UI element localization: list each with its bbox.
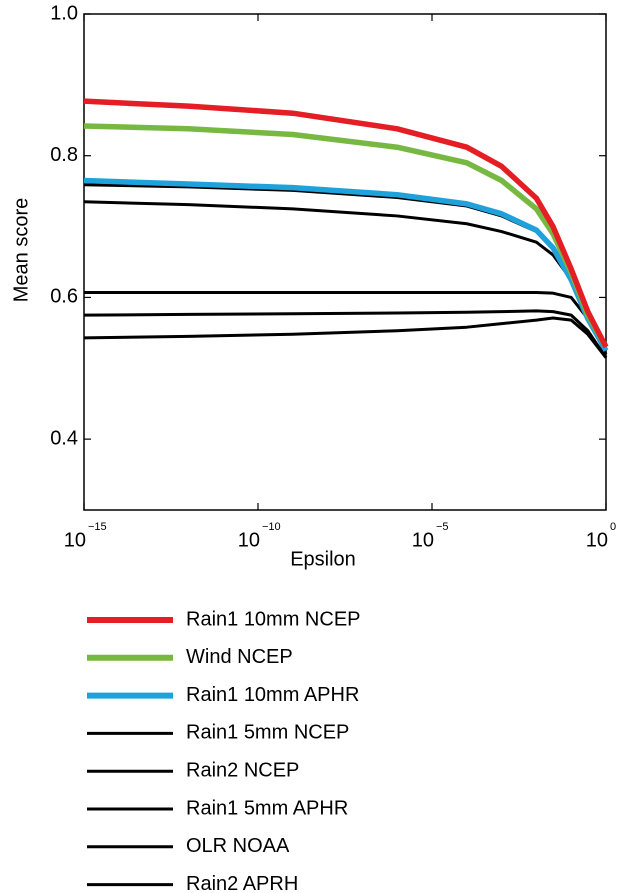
x-tick-label-group: 10−10 <box>238 521 281 551</box>
series-line <box>84 290 608 355</box>
legend-label: Rain2 NCEP <box>186 759 299 781</box>
legend-label: OLR NOAA <box>186 835 290 857</box>
legend-label: Wind NCEP <box>186 646 293 668</box>
legend-label: Rain2 APRH <box>186 873 298 893</box>
plot-frame <box>83 13 607 511</box>
x-tick-label-group: 100 <box>586 521 616 551</box>
x-tick-exponent: −15 <box>88 521 107 533</box>
series-line <box>83 98 609 349</box>
x-tick-label-group: 10−15 <box>64 521 107 551</box>
legend-label: Rain1 10mm APHR <box>186 684 359 706</box>
legend-label: Rain1 5mm NCEP <box>186 722 349 744</box>
y-tick-label: 0.4 <box>50 427 78 449</box>
x-tick-label: 10 <box>64 529 86 551</box>
series-line <box>83 316 608 359</box>
series-line <box>83 183 608 352</box>
series-line <box>83 177 609 352</box>
series-line <box>83 309 608 359</box>
x-tick-label: 10 <box>238 529 260 551</box>
legend-label: Rain1 5mm APHR <box>186 797 348 819</box>
x-tick-exponent: −10 <box>262 521 281 533</box>
y-tick-label: 1.0 <box>50 2 78 24</box>
x-tick-label-group: 10−5 <box>412 521 449 551</box>
x-tick-exponent: 0 <box>610 521 616 533</box>
x-tick-label: 10 <box>412 529 434 551</box>
y-tick-label: 0.8 <box>50 144 78 166</box>
y-axis-label: Mean score <box>10 198 32 303</box>
legend-label: Rain1 10mm NCEP <box>186 608 361 630</box>
x-tick-label: 10 <box>586 529 608 551</box>
y-tick-label: 0.6 <box>50 286 78 308</box>
x-tick-exponent: −5 <box>436 521 449 533</box>
x-axis-label: Epsilon <box>290 548 356 570</box>
